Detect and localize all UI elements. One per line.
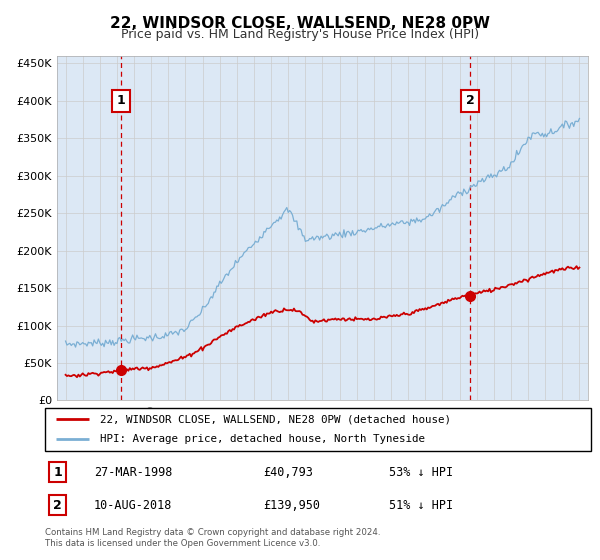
- Text: Contains HM Land Registry data © Crown copyright and database right 2024.: Contains HM Land Registry data © Crown c…: [45, 528, 380, 537]
- Text: 53% ↓ HPI: 53% ↓ HPI: [389, 465, 453, 479]
- Text: HPI: Average price, detached house, North Tyneside: HPI: Average price, detached house, Nort…: [100, 434, 425, 444]
- Text: Price paid vs. HM Land Registry's House Price Index (HPI): Price paid vs. HM Land Registry's House …: [121, 28, 479, 41]
- Text: 10-AUG-2018: 10-AUG-2018: [94, 498, 173, 512]
- Text: £139,950: £139,950: [263, 498, 320, 512]
- Text: 51% ↓ HPI: 51% ↓ HPI: [389, 498, 453, 512]
- Text: 2: 2: [466, 95, 475, 108]
- Text: 2: 2: [53, 498, 62, 512]
- Text: £40,793: £40,793: [263, 465, 313, 479]
- FancyBboxPatch shape: [45, 408, 591, 451]
- Text: 27-MAR-1998: 27-MAR-1998: [94, 465, 173, 479]
- Text: This data is licensed under the Open Government Licence v3.0.: This data is licensed under the Open Gov…: [45, 539, 320, 548]
- Text: 22, WINDSOR CLOSE, WALLSEND, NE28 0PW (detached house): 22, WINDSOR CLOSE, WALLSEND, NE28 0PW (d…: [100, 414, 451, 424]
- Text: 1: 1: [116, 95, 125, 108]
- Text: 1: 1: [53, 465, 62, 479]
- Text: 22, WINDSOR CLOSE, WALLSEND, NE28 0PW: 22, WINDSOR CLOSE, WALLSEND, NE28 0PW: [110, 16, 490, 31]
